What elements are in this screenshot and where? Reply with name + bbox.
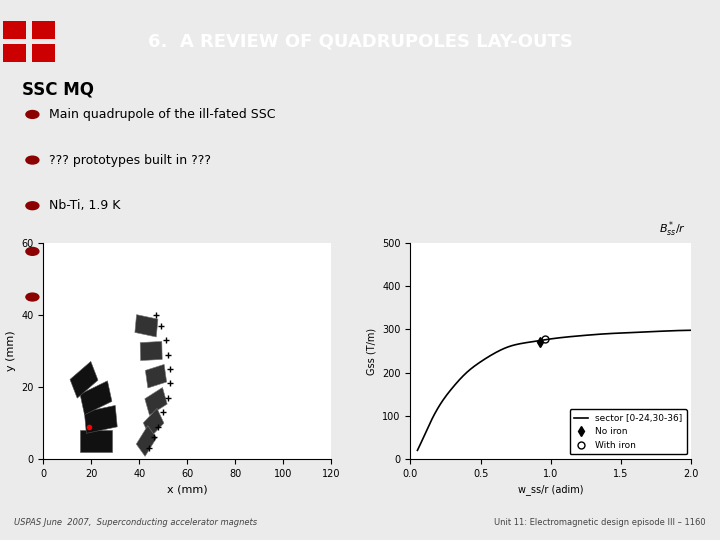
X-axis label: x (mm): x (mm) [167,484,207,494]
Line: sector [0-24,30-36]: sector [0-24,30-36] [418,330,691,450]
Bar [32,22,55,39]
Text: ??? prototypes built in ???: ??? prototypes built in ??? [49,153,211,167]
Text: SSC MQ: SSC MQ [22,80,94,98]
Polygon shape [145,388,167,415]
Bar [3,44,27,62]
Circle shape [26,111,39,118]
Bar [3,22,27,39]
Text: Unit 11: Electromagnetic design episode III – 1160: Unit 11: Electromagnetic design episode … [494,518,706,527]
sector [0-24,30-36] [575,333,584,339]
Circle shape [26,247,39,255]
Polygon shape [143,408,164,437]
Polygon shape [84,406,117,434]
Y-axis label: Gss (T/m): Gss (T/m) [366,327,377,375]
Text: w/r∼0.92     κ∼0.27: w/r∼0.92 κ∼0.27 [49,245,173,258]
sector [0-24,30-36] [644,328,652,335]
X-axis label: w_ss/r (adim): w_ss/r (adim) [518,484,583,495]
Text: $B^*_{ss}/r$: $B^*_{ss}/r$ [659,219,685,239]
Polygon shape [135,315,158,337]
sector [0-24,30-36] [576,333,585,339]
Polygon shape [70,361,98,398]
Text: Main quadrupole of the ill-fated SSC: Main quadrupole of the ill-fated SSC [49,108,276,121]
Polygon shape [145,364,166,388]
Circle shape [26,293,39,301]
Bar [32,44,55,62]
Text: 2 layers, 4 blocks, no grading: 2 layers, 4 blocks, no grading [49,291,234,303]
sector [0-24,30-36] [414,446,423,452]
Y-axis label: y (mm): y (mm) [6,330,16,372]
Polygon shape [80,381,112,415]
Text: USPAS June  2007,  Superconducting accelerator magnets: USPAS June 2007, Superconducting acceler… [14,518,258,527]
Polygon shape [81,430,112,452]
sector [0-24,30-36] [413,447,422,454]
sector [0-24,30-36] [661,328,670,334]
Text: Nb-Ti, 1.9 K: Nb-Ti, 1.9 K [49,199,120,212]
Polygon shape [140,341,162,361]
sector [0-24,30-36] [687,327,696,334]
sector [0-24,30-36] [580,332,589,339]
Text: 6.  A REVIEW OF QUADRUPOLES LAY-OUTS: 6. A REVIEW OF QUADRUPOLES LAY-OUTS [148,33,572,51]
Circle shape [26,156,39,164]
Legend: sector [0-24,30-36], No iron, With iron: sector [0-24,30-36], No iron, With iron [570,409,687,455]
Polygon shape [136,426,156,456]
Circle shape [26,202,39,210]
